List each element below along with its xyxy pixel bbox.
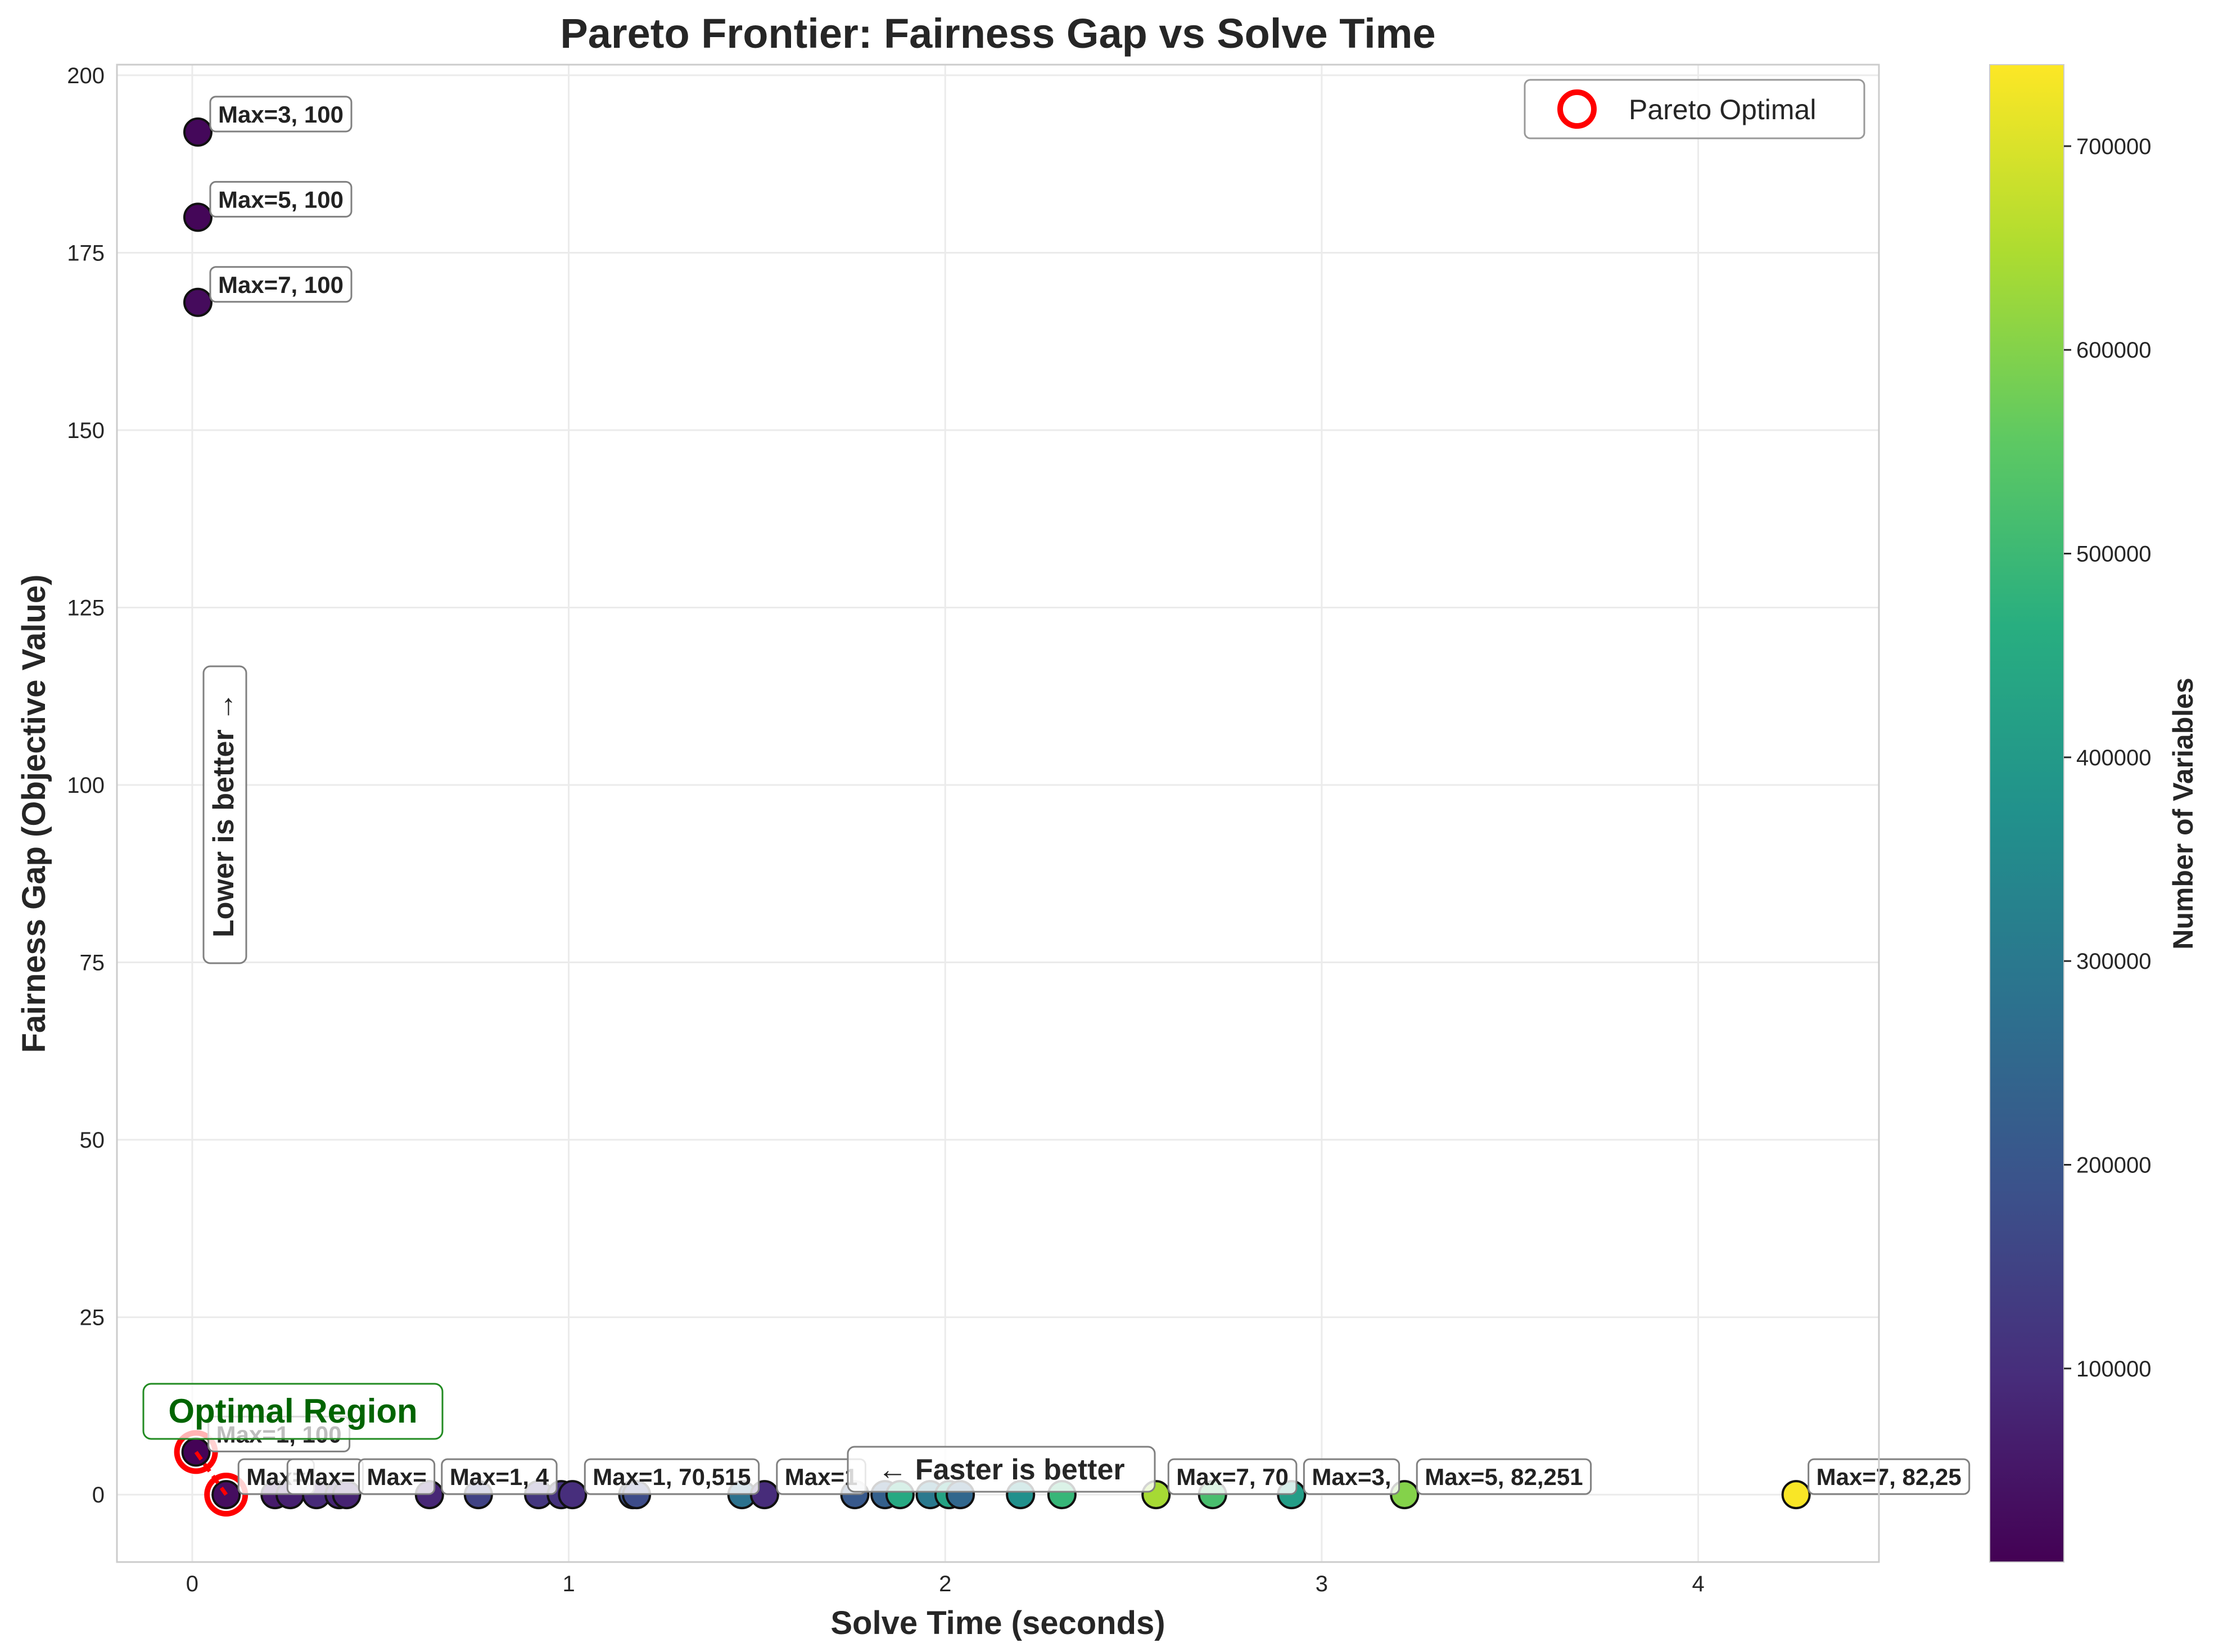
x-tick-label: 1 bbox=[562, 1572, 575, 1596]
annotation-box bbox=[209, 180, 353, 218]
grid-lines bbox=[117, 65, 1879, 1562]
annotation-label: Max= bbox=[367, 1464, 426, 1490]
overlay-hints: ← Faster is better Optimal Region bbox=[142, 1383, 1156, 1493]
point-annotation: Max=3, 100 bbox=[209, 96, 353, 133]
colorbar-tick-label: 500000 bbox=[2076, 542, 2151, 567]
annotation-box bbox=[358, 1458, 436, 1495]
y-tick-label: 25 bbox=[80, 1306, 105, 1330]
point-annotation: Max=3, bbox=[1303, 1458, 1400, 1495]
point-annotation: Max=1, 70,515 bbox=[584, 1458, 760, 1495]
x-tick-label: 2 bbox=[939, 1572, 951, 1596]
x-tick-label: 3 bbox=[1316, 1572, 1328, 1596]
annotation-label: Max=5, 100 bbox=[218, 186, 344, 213]
colorbar-label: Number of Variables bbox=[2167, 678, 2199, 950]
scatter-point bbox=[558, 1480, 588, 1510]
optimal-region-box bbox=[142, 1383, 444, 1440]
y-tick-label: 75 bbox=[80, 951, 105, 976]
point-annotation: Max=7, 70 bbox=[1167, 1458, 1298, 1495]
legend: Pareto Optimal bbox=[1524, 79, 1865, 139]
annotation-box bbox=[209, 266, 353, 303]
hints-layer: Lower is better → bbox=[202, 665, 247, 964]
annotation-box bbox=[1167, 1458, 1298, 1495]
scatter-point bbox=[183, 287, 213, 317]
chart-title: Pareto Frontier: Fairness Gap vs Solve T… bbox=[560, 10, 1435, 57]
colorbar-tick-label: 400000 bbox=[2076, 746, 2151, 770]
annotation-box bbox=[1416, 1458, 1592, 1495]
scatter-point bbox=[1781, 1480, 1811, 1510]
point-annotation: Max=7, 82,25 bbox=[1808, 1458, 1971, 1495]
x-axis-ticks: 0 1 2 3 4 bbox=[186, 1572, 1705, 1596]
annotation-label: Max=3, bbox=[1312, 1464, 1391, 1490]
annotation-box bbox=[1303, 1458, 1400, 1495]
plot-frame bbox=[116, 64, 1880, 1563]
point-annotation: Max= bbox=[358, 1458, 436, 1495]
annotation-box bbox=[584, 1458, 760, 1495]
annotation-label: Max=1, 4 bbox=[450, 1464, 549, 1490]
scatter-point bbox=[183, 117, 213, 147]
annotation-label: Max=7, 82,25 bbox=[1817, 1464, 1962, 1490]
annotation-box bbox=[209, 96, 353, 133]
annotation-box bbox=[441, 1458, 558, 1495]
point-annotation: Max=5, 100 bbox=[209, 180, 353, 218]
pareto-line bbox=[194, 1451, 228, 1496]
x-tick-label: 0 bbox=[186, 1572, 198, 1596]
x-axis-label: Solve Time (seconds) bbox=[830, 1605, 1165, 1641]
point-annotation: Max=7, 100 bbox=[209, 266, 353, 303]
point-annotation: Max= bbox=[286, 1458, 364, 1495]
annotation-label: Max=5, 82,251 bbox=[1425, 1464, 1583, 1490]
legend-pareto-label: Pareto Optimal bbox=[1629, 94, 1816, 125]
annotation-label: Max=3, 100 bbox=[218, 101, 344, 128]
faster-better-box bbox=[847, 1446, 1156, 1493]
optimal-region-label: Optimal Region bbox=[168, 1392, 417, 1430]
colorbar-gradient bbox=[1989, 64, 2064, 1563]
colorbar-tick-label: 300000 bbox=[2076, 949, 2151, 974]
faster-better-label: ← Faster is better bbox=[878, 1454, 1124, 1486]
colorbar-tick-label: 700000 bbox=[2076, 134, 2151, 159]
colorbar-tick-label: 200000 bbox=[2076, 1153, 2151, 1177]
colorbar: 100000 200000 300000 400000 500000 600000 7000… bbox=[1989, 64, 2199, 1563]
lower-better-box bbox=[202, 665, 247, 964]
annotation-label: Max=7, 70 bbox=[1176, 1464, 1289, 1490]
annotation-label: Max=1, 70,515 bbox=[593, 1464, 751, 1490]
colorbar-tick-label: 100000 bbox=[2076, 1357, 2151, 1382]
y-tick-label: 150 bbox=[67, 418, 105, 443]
annotation-label: Max=7, 100 bbox=[218, 272, 344, 298]
y-tick-label: 125 bbox=[67, 595, 105, 620]
y-tick-label: 200 bbox=[67, 64, 105, 88]
y-tick-label: 100 bbox=[67, 773, 105, 798]
point-annotation: Max=1, 4 bbox=[441, 1458, 558, 1495]
colorbar-ticks: 100000 200000 300000 400000 500000 600000 7000… bbox=[2064, 134, 2151, 1382]
scatter-point bbox=[183, 202, 213, 232]
point-annotation: Max=5, 82,251 bbox=[1416, 1458, 1592, 1495]
lower-better-label: Lower is better → bbox=[207, 692, 240, 937]
point-annotation: Max=1 bbox=[776, 1458, 866, 1495]
y-tick-label: 50 bbox=[80, 1128, 105, 1153]
y-axis-label: Fairness Gap (Objective Value) bbox=[16, 575, 52, 1053]
legend-box bbox=[1524, 79, 1865, 139]
plot-area bbox=[117, 65, 1879, 1562]
y-tick-label: 175 bbox=[67, 241, 105, 265]
annotation-box bbox=[1808, 1458, 1971, 1495]
x-tick-label: 4 bbox=[1692, 1572, 1704, 1596]
annotation-label: Max=1 bbox=[785, 1464, 858, 1490]
y-tick-label: 0 bbox=[92, 1483, 105, 1507]
colorbar-tick-label: 600000 bbox=[2076, 338, 2151, 363]
annotation-label: Max= bbox=[295, 1464, 355, 1490]
y-axis-ticks: 0 25 50 75 100 125 150 175 200 bbox=[67, 64, 105, 1507]
legend-pareto-marker bbox=[1557, 89, 1597, 129]
